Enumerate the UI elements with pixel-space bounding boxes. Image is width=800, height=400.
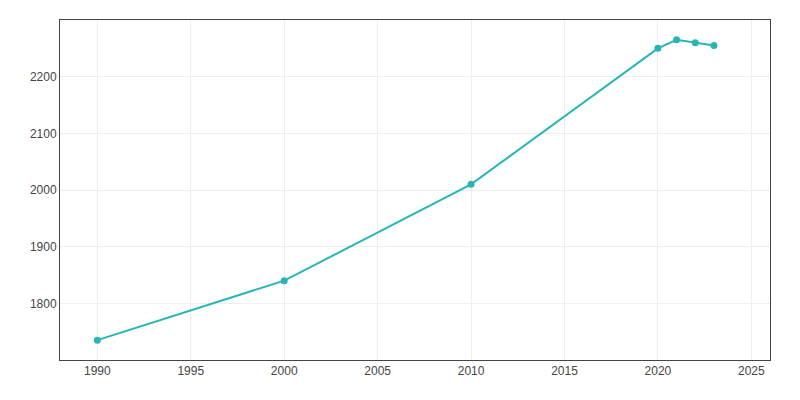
svg-text:2000: 2000 bbox=[271, 364, 298, 378]
svg-text:1800: 1800 bbox=[30, 297, 57, 311]
svg-text:2015: 2015 bbox=[551, 364, 578, 378]
svg-text:2005: 2005 bbox=[364, 364, 391, 378]
svg-text:2000: 2000 bbox=[30, 183, 57, 197]
svg-text:2020: 2020 bbox=[645, 364, 672, 378]
svg-text:2200: 2200 bbox=[30, 70, 57, 84]
svg-text:2010: 2010 bbox=[458, 364, 485, 378]
svg-text:2100: 2100 bbox=[30, 127, 57, 141]
svg-text:1990: 1990 bbox=[84, 364, 111, 378]
svg-text:1995: 1995 bbox=[177, 364, 204, 378]
svg-text:1900: 1900 bbox=[30, 240, 57, 254]
svg-text:2025: 2025 bbox=[738, 364, 765, 378]
